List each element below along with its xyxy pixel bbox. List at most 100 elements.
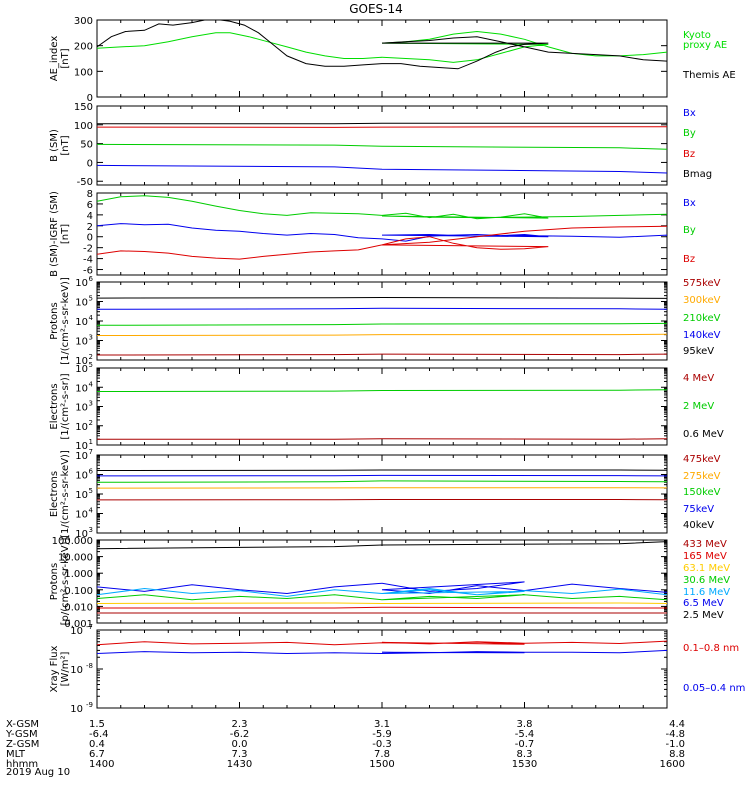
ephemeris-cell: -0.7 — [515, 739, 535, 750]
legend-entry: 210keV — [683, 313, 721, 324]
series-line-protons-high-2 — [97, 587, 667, 597]
y-tick-label: 10 — [75, 403, 88, 414]
legend-entry: Bmag — [683, 169, 712, 180]
y-tick-exponent: 5 — [89, 295, 93, 303]
y-axis-label: B (SM) — [49, 129, 60, 162]
series-line-bsm-1 — [97, 126, 667, 128]
y-tick-label: 10 — [75, 298, 88, 309]
panel-protons-high: 0.001 0.010 0.100 1.000 10.000 100.000 Protons… — [49, 536, 730, 630]
y-tick-label: 0 — [87, 93, 93, 104]
ephemeris-cell: 4.4 — [669, 719, 685, 730]
panel-frame — [96, 192, 668, 276]
legend-entry: proxy AE — [683, 40, 727, 51]
panel-frame — [96, 105, 668, 186]
y-tick-label: 10 — [75, 451, 88, 462]
y-tick-exponent: 2 — [89, 419, 93, 427]
y-tick-label: -50 — [77, 177, 93, 188]
panel-frame — [96, 629, 668, 709]
series-line-protons-high-0 — [97, 541, 667, 550]
y-tick-label: 8 — [87, 189, 93, 200]
series-line-protons-high-4 — [97, 602, 667, 605]
series-line-bigrf-2 — [97, 225, 667, 260]
ephemeris-cell: 3.8 — [517, 719, 533, 730]
y-axis-label: Electrons — [49, 383, 60, 429]
ephemeris-cell: -0.3 — [372, 739, 392, 750]
y-axis-label: [p/(cm²-s-sr-keV)] — [60, 538, 71, 626]
series-line-bsm-2 — [97, 143, 667, 150]
y-tick-label: 10 — [75, 510, 88, 521]
legend-entry: By — [683, 128, 696, 139]
legend-entry: 475keV — [683, 454, 721, 465]
y-tick-label: 300 — [74, 16, 93, 27]
y-tick-label: 100.000 — [52, 536, 93, 547]
ephemeris-row-label: X-GSM — [6, 719, 39, 730]
legend-entry: 575keV — [683, 278, 721, 289]
series-line-bigrf-1 — [97, 223, 667, 242]
y-tick-exponent: 5 — [89, 487, 93, 495]
series-line-protons-low-2 — [97, 322, 667, 326]
y-tick-label: 200 — [74, 42, 93, 53]
y-tick-label: 0 — [87, 233, 93, 244]
legend-entry: 140keV — [683, 330, 721, 341]
y-tick-label: 4 — [87, 211, 93, 222]
series-line-electrons-kev-1 — [97, 474, 667, 477]
ephemeris-cell: 1.5 — [89, 719, 105, 730]
legend-entry: 75keV — [683, 504, 714, 515]
y-tick-label: 10 — [75, 490, 88, 501]
series-line-protons-low-3 — [97, 333, 667, 336]
ephemeris-cell: -6.4 — [89, 729, 109, 740]
legend-entry: 2.5 MeV — [683, 610, 724, 621]
y-axis-label: Protons — [49, 302, 60, 339]
y-tick-label: 10 — [70, 626, 83, 637]
series-line-electrons-kev-2 — [97, 480, 667, 483]
y-tick-exponent: 1 — [89, 438, 93, 446]
series-line-xray-0 — [97, 640, 667, 646]
series-line-protons-low-4 — [97, 353, 667, 356]
ephemeris-row-label: MLT — [6, 749, 26, 760]
y-tick-exponent: 4 — [89, 507, 94, 515]
legend-entry: 63.1 MeV — [683, 563, 730, 574]
series-line-electrons-kev-0 — [97, 469, 667, 471]
series-line-protons-high-5 — [97, 606, 667, 609]
series-line-electrons-mev-0 — [97, 389, 667, 392]
y-tick-label: 50 — [80, 140, 93, 151]
legend-entry: Bz — [683, 149, 695, 160]
ephemeris-cell: 8.8 — [669, 749, 685, 760]
y-tick-label: 0.100 — [64, 586, 93, 597]
y-tick-label: 100 — [74, 67, 93, 78]
y-tick-exponent: -8 — [86, 662, 93, 670]
y-tick-label: 10 — [75, 317, 88, 328]
y-tick-label: 10 — [70, 704, 83, 715]
legend-entry: 40keV — [683, 520, 714, 531]
ephemeris-cell: 1500 — [369, 759, 394, 770]
ephemeris-cell: 2.3 — [232, 719, 248, 730]
ephemeris-cell: -5.4 — [515, 729, 535, 740]
ephemeris-row-label: Z-GSM — [6, 739, 39, 750]
legend-entry: Bz — [683, 254, 695, 265]
series-line-ae-0 — [97, 30, 667, 63]
y-tick-label: 10 — [75, 364, 88, 375]
y-tick-label: 100 — [74, 121, 93, 132]
y-axis-label: [1/(cm²-s-sr-keV)] — [60, 450, 71, 538]
y-tick-exponent: 4 — [89, 314, 94, 322]
panel-frame — [96, 281, 668, 361]
ephemeris-cell: 7.8 — [374, 749, 390, 760]
ephemeris-cell: 0.0 — [232, 739, 248, 750]
y-tick-exponent: 3 — [89, 526, 93, 534]
legend-entry: 0.05–0.4 nm — [683, 683, 745, 694]
ephemeris-cell: -6.2 — [230, 729, 250, 740]
y-tick-label: 150 — [74, 102, 93, 113]
legend-entry: 165 MeV — [683, 551, 727, 562]
ephemeris-cell: 7.3 — [232, 749, 248, 760]
legend-entry: 300keV — [683, 295, 721, 306]
ephemeris-cell: -1.0 — [665, 739, 685, 750]
ephemeris-cell: 0.4 — [89, 739, 105, 750]
y-tick-exponent: 2 — [89, 353, 93, 361]
y-tick-label: 0.010 — [64, 602, 93, 613]
panel-bsm: -50 0 50 100 150 B (SM) [nT] Bx By Bz Bmag — [49, 102, 712, 188]
y-tick-exponent: 4 — [89, 380, 94, 388]
y-tick-label: -2 — [83, 244, 93, 255]
